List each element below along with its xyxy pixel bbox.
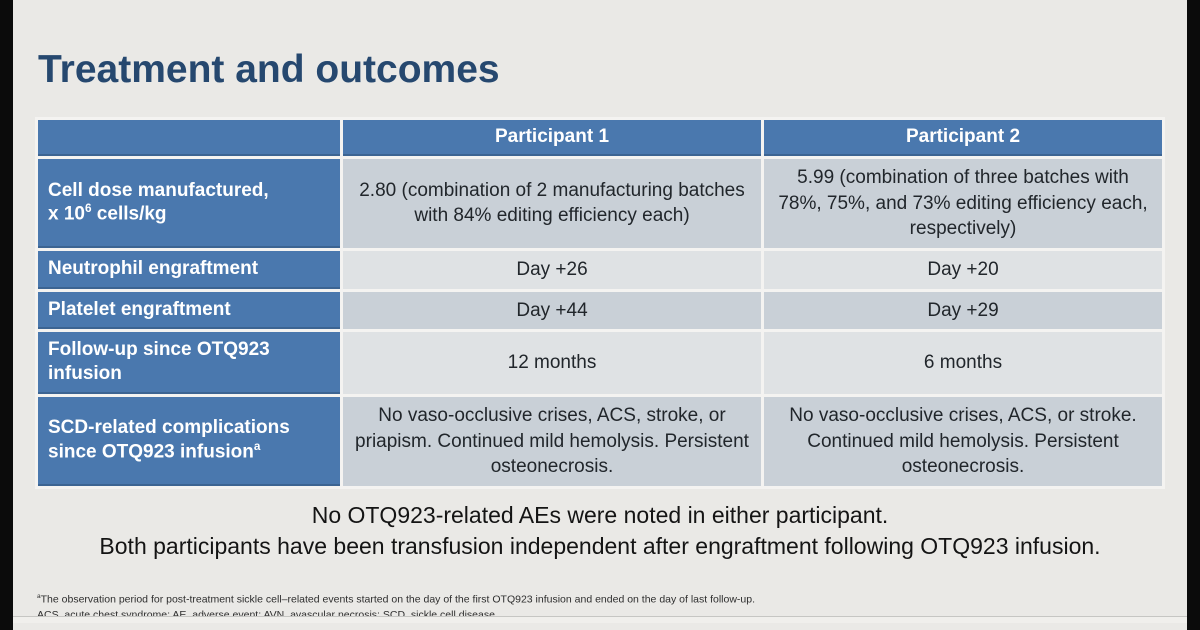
page-title: Treatment and outcomes [38,48,500,91]
table-row-scd-complications: SCD-related complications since OTQ923 i… [38,396,1162,486]
header-participant1: Participant 1 [343,120,761,156]
footnote-marker: a [37,593,41,600]
superscript: 6 [84,202,92,216]
summary-statements: No OTQ923-related AEs were noted in eith… [13,500,1187,562]
table-row-followup: Follow-up since OTQ923 infusion 12 month… [38,332,1162,394]
p2-value-cell: 6 months [764,332,1162,394]
header-empty-cell [38,120,340,156]
summary-line-2: Both participants have been transfusion … [99,533,1101,560]
row-label-cell: SCD-related complications since OTQ923 i… [38,396,340,486]
row-label-cell: Follow-up since OTQ923 infusion [38,332,340,394]
p1-value-cell: Day +44 [343,291,761,330]
summary-line-1: No OTQ923-related AEs were noted in eith… [311,502,889,528]
p1-value-cell: Day +26 [343,250,761,289]
p2-value-cell: 5.99 (combination of three batches with … [764,159,1162,248]
row-label-cell: Platelet engraftment [38,291,340,330]
slide: Treatment and outcomes Participant 1 Par… [13,0,1187,630]
bottom-divider [13,616,1187,623]
p1-value-cell: 12 months [343,332,761,394]
header-participant2: Participant 2 [764,120,1162,156]
letterbox-right [1187,0,1200,630]
p2-value-cell: No vaso-occlusive crises, ACS, or stroke… [764,396,1162,486]
letterbox-left [0,0,13,630]
p1-value-cell: 2.80 (combination of 2 manufacturing bat… [343,159,761,248]
footnote-observation-period: aThe observation period for post-treatme… [37,593,756,606]
p2-value-cell: Day +20 [764,250,1162,289]
table-row-neutrophil: Neutrophil engraftment Day +26 Day +20 [38,250,1162,289]
footnote-marker-superscript: a [253,440,261,454]
row-label-cell: Neutrophil engraftment [38,250,340,289]
row-label-cell: Cell dose manufactured, x 106 cells/kg [38,159,340,248]
treatment-outcomes-table: Participant 1 Participant 2 Cell dose ma… [35,117,1165,489]
p2-value-cell: Day +29 [764,291,1162,330]
p1-value-cell: No vaso-occlusive crises, ACS, stroke, o… [343,396,761,486]
table-row-platelet: Platelet engraftment Day +44 Day +29 [38,291,1162,330]
table-row-cell-dose: Cell dose manufactured, x 106 cells/kg 2… [38,159,1162,248]
table-header-row: Participant 1 Participant 2 [38,120,1162,156]
